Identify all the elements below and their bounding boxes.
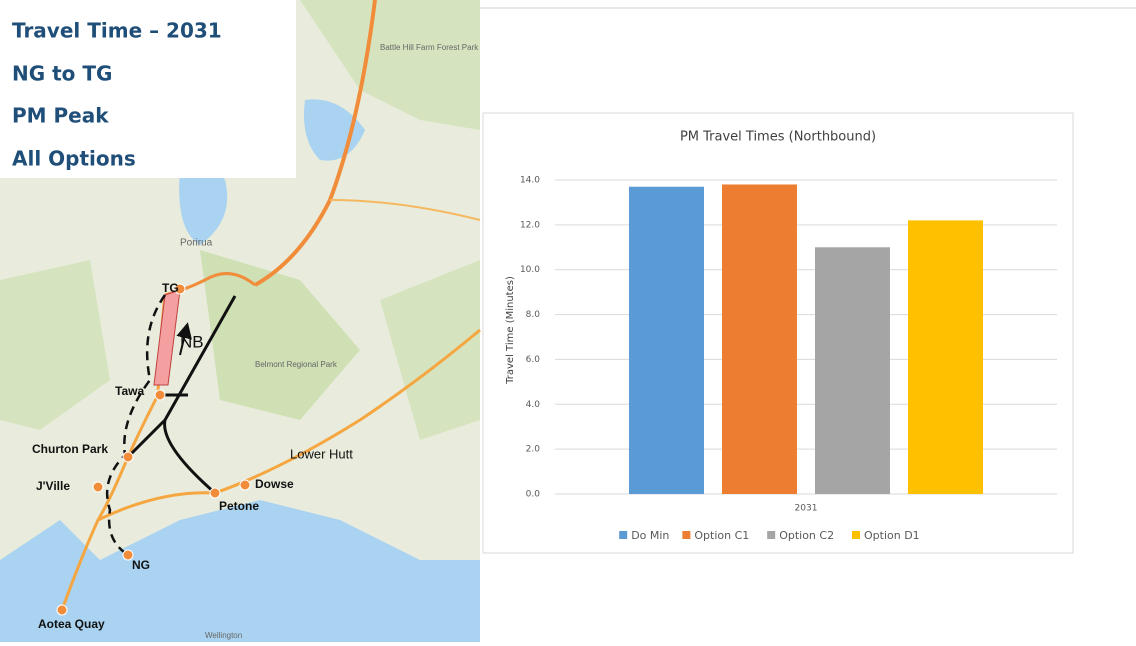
map-label: NG xyxy=(132,558,150,572)
y-tick-label: 10.0 xyxy=(520,265,540,275)
map-label: Petone xyxy=(219,499,259,513)
x-tick-label: 2031 xyxy=(795,504,818,514)
y-tick-label: 6.0 xyxy=(526,355,541,365)
map-label: NB xyxy=(180,332,204,351)
bar xyxy=(722,184,797,494)
y-tick-label: 14.0 xyxy=(520,176,540,186)
bar xyxy=(815,247,890,494)
slide-title: Travel Time – 2031 xyxy=(12,19,222,43)
chart-title: PM Travel Times (Northbound) xyxy=(680,130,876,145)
y-tick-label: 12.0 xyxy=(520,220,540,230)
map-label: Aotea Quay xyxy=(38,617,105,631)
map-label: Belmont Regional Park xyxy=(255,360,338,369)
map-label: Lower Hutt xyxy=(290,446,353,461)
map-label: Wellington xyxy=(205,631,242,640)
map-label: J'Ville xyxy=(36,479,70,493)
legend-label: Option C1 xyxy=(694,529,749,542)
legend-label: Do Min xyxy=(631,529,669,542)
map-label: Battle Hill Farm Forest Park xyxy=(380,43,479,52)
map-label: Tawa xyxy=(115,384,144,398)
map-label: Churton Park xyxy=(32,442,108,456)
legend-swatch xyxy=(682,531,690,539)
slide: TG NB Tawa Churton Park J'Ville NG Aotea… xyxy=(0,0,1136,642)
bar xyxy=(908,220,983,494)
y-tick-label: 0.0 xyxy=(526,490,541,500)
legend-swatch xyxy=(852,531,860,539)
slide-title: All Options xyxy=(12,147,136,171)
slide-title: PM Peak xyxy=(12,104,109,128)
y-tick-label: 8.0 xyxy=(526,310,541,320)
legend-label: Option D1 xyxy=(864,529,920,542)
y-axis-label: Travel Time (Minutes) xyxy=(505,276,516,385)
map-label: Dowse xyxy=(255,477,294,491)
legend-swatch xyxy=(767,531,775,539)
legend-swatch xyxy=(619,531,627,539)
y-tick-label: 2.0 xyxy=(526,445,541,455)
legend-label: Option C2 xyxy=(779,529,834,542)
slide-title: NG to TG xyxy=(12,62,112,86)
map-label: Porirua xyxy=(180,238,213,249)
y-tick-label: 4.0 xyxy=(526,400,541,410)
map-label: TG xyxy=(162,281,179,295)
page: TG NB Tawa Churton Park J'Ville NG Aotea… xyxy=(0,0,1136,642)
bar xyxy=(629,187,704,494)
